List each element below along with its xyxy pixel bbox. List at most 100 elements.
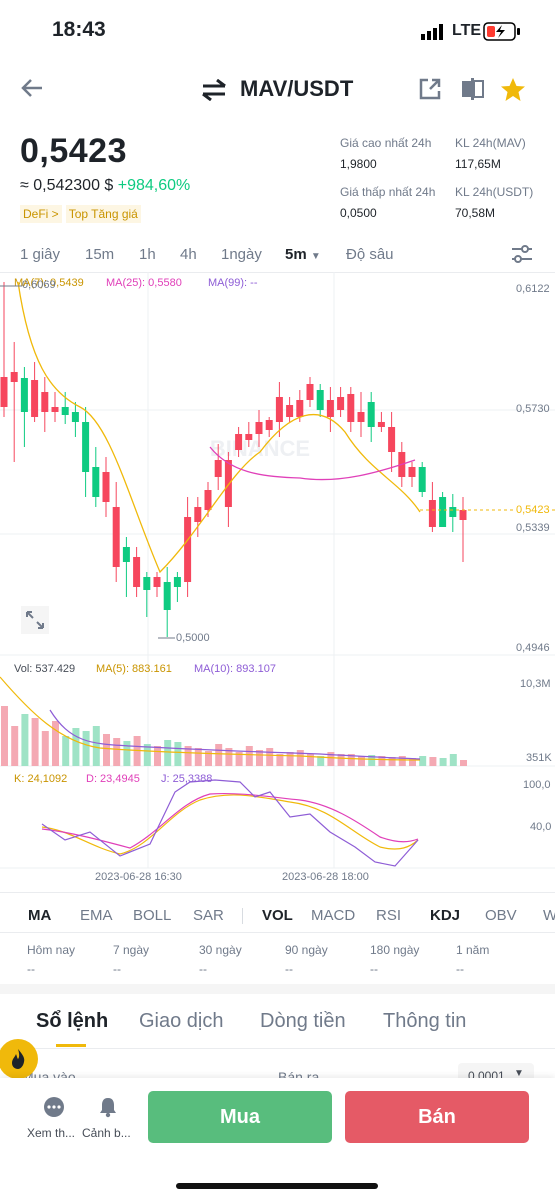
volume-bar: [52, 721, 59, 766]
tag-top-gainer[interactable]: Top Tăng giá: [65, 205, 141, 223]
signal-icon: [421, 24, 447, 45]
candle-body: [153, 577, 161, 587]
flame-float-button[interactable]: [0, 1039, 38, 1079]
candle-body: [439, 497, 447, 527]
period-30d-value: --: [199, 962, 207, 976]
candle-body: [316, 390, 324, 410]
ind-tab-ma[interactable]: MA: [28, 907, 52, 924]
vol-axis-bottom: 351K: [526, 752, 552, 764]
ind-tab-obv[interactable]: OBV: [485, 907, 517, 924]
tf-4h[interactable]: 4h: [180, 246, 197, 263]
volume-bar: [388, 757, 396, 766]
candle-body: [20, 378, 28, 412]
favorite-star-icon[interactable]: [500, 77, 526, 107]
share-icon[interactable]: [418, 77, 442, 106]
tab-money-flow[interactable]: Dòng tiền: [260, 1010, 346, 1032]
volume-bar: [439, 758, 447, 766]
vol-ma5: MA(5): 883.161: [96, 663, 172, 675]
ind-tab-kdj[interactable]: KDJ: [430, 907, 461, 924]
candlestick-chart[interactable]: BINANCE: [0, 272, 555, 892]
candle-body: [41, 392, 49, 412]
ind-tab-separator: [242, 908, 243, 924]
candle-body: [184, 517, 192, 582]
section-gap: [0, 984, 555, 994]
candle-body: [173, 577, 181, 587]
candle-body: [265, 420, 273, 430]
candle-body: [102, 472, 110, 502]
ind-tab-rsi[interactable]: RSI: [376, 907, 402, 924]
more-icon[interactable]: [44, 1097, 64, 1122]
expand-icon[interactable]: [21, 606, 49, 634]
ma7-line: [17, 281, 421, 574]
tf-5m[interactable]: 5m ▼: [285, 246, 321, 263]
vol-mav-value: 117,65M: [455, 157, 501, 171]
chart-watermark: BINANCE: [210, 436, 310, 461]
legend-ma99: MA(99): --: [208, 277, 258, 289]
price-axis-1: 0,6122: [516, 283, 550, 295]
chart-settings-icon[interactable]: [510, 243, 534, 270]
alert-label[interactable]: Cảnh b...: [82, 1126, 131, 1140]
chevron-down-icon: ▼: [514, 1068, 524, 1079]
candle-body: [377, 422, 385, 427]
more-label[interactable]: Xem th...: [27, 1126, 76, 1140]
legend-ma7: MA(7): 0,5439: [14, 277, 84, 289]
bell-icon[interactable]: [98, 1096, 118, 1123]
kdj-k-line: [41, 794, 419, 855]
volume-bar: [317, 756, 325, 766]
price-axis-4: 0,4946: [516, 642, 550, 654]
usd-equivalent: ≈ 0,542300 $: [20, 177, 114, 194]
ind-tab-vol[interactable]: VOL: [262, 907, 293, 924]
current-price-tag: 0,5423: [516, 504, 550, 516]
tf-1d[interactable]: 1ngày: [221, 246, 262, 263]
volume-bar: [378, 756, 386, 766]
kdj-axis-mid: 40,0: [530, 821, 552, 833]
volume-bar: [72, 728, 80, 766]
candle-body: [0, 377, 8, 407]
ind-tab-sar[interactable]: SAR: [193, 907, 224, 924]
back-icon[interactable]: [20, 77, 44, 104]
period-180d-label: 180 ngày: [370, 943, 420, 957]
candle-body: [418, 467, 426, 492]
volume-bar: [419, 756, 427, 766]
time-axis-2: 2023-06-28 18:00: [282, 871, 369, 883]
candle-body: [235, 434, 243, 450]
sell-button[interactable]: Bán: [345, 1091, 529, 1143]
volume-bar: [347, 754, 355, 766]
tf-1s[interactable]: 1 giây: [20, 246, 61, 263]
swap-icon[interactable]: [201, 78, 227, 106]
volume-bar: [266, 748, 274, 766]
status-time: 18:43: [52, 18, 106, 41]
pair-title[interactable]: MAV/USDT: [240, 76, 354, 101]
low-marker: 0,5000: [176, 632, 210, 644]
candle-body: [224, 460, 232, 507]
vol-ma10: MA(10): 893.107: [194, 663, 276, 675]
candle-body: [204, 490, 212, 510]
period-divider: [0, 932, 555, 933]
ma25-line: [209, 446, 416, 481]
high-value: 1,9800: [340, 157, 377, 171]
volume-bar: [460, 760, 467, 766]
ind-tab-wr[interactable]: W: [543, 907, 555, 924]
tf-depth[interactable]: Độ sâu: [346, 246, 394, 263]
ind-tab-ema[interactable]: EMA: [80, 907, 113, 924]
candle-body: [245, 434, 253, 440]
buy-button[interactable]: Mua: [148, 1091, 332, 1143]
ind-tab-macd[interactable]: MACD: [311, 907, 356, 924]
last-price: 0,5423: [20, 132, 127, 170]
period-1y-value: --: [456, 962, 464, 976]
tab-trades[interactable]: Giao dịch: [139, 1010, 224, 1032]
tag-defi[interactable]: DeFi >: [20, 205, 62, 223]
kdj-axis-top: 100,0: [523, 779, 551, 791]
volume-bar: [449, 754, 457, 766]
tab-orderbook[interactable]: Sổ lệnh: [36, 1010, 109, 1032]
tf-15m[interactable]: 15m: [85, 246, 115, 263]
volume-bar: [113, 738, 121, 766]
tab-info[interactable]: Thông tin: [383, 1010, 467, 1032]
compare-icon[interactable]: [461, 77, 485, 106]
ind-tab-boll[interactable]: BOLL: [133, 907, 172, 924]
volume-bar: [143, 744, 151, 766]
tf-1h[interactable]: 1h: [139, 246, 156, 263]
volume-bar: [337, 754, 345, 766]
volume-bar: [307, 754, 314, 766]
high-marker: 0,6069: [22, 279, 56, 291]
